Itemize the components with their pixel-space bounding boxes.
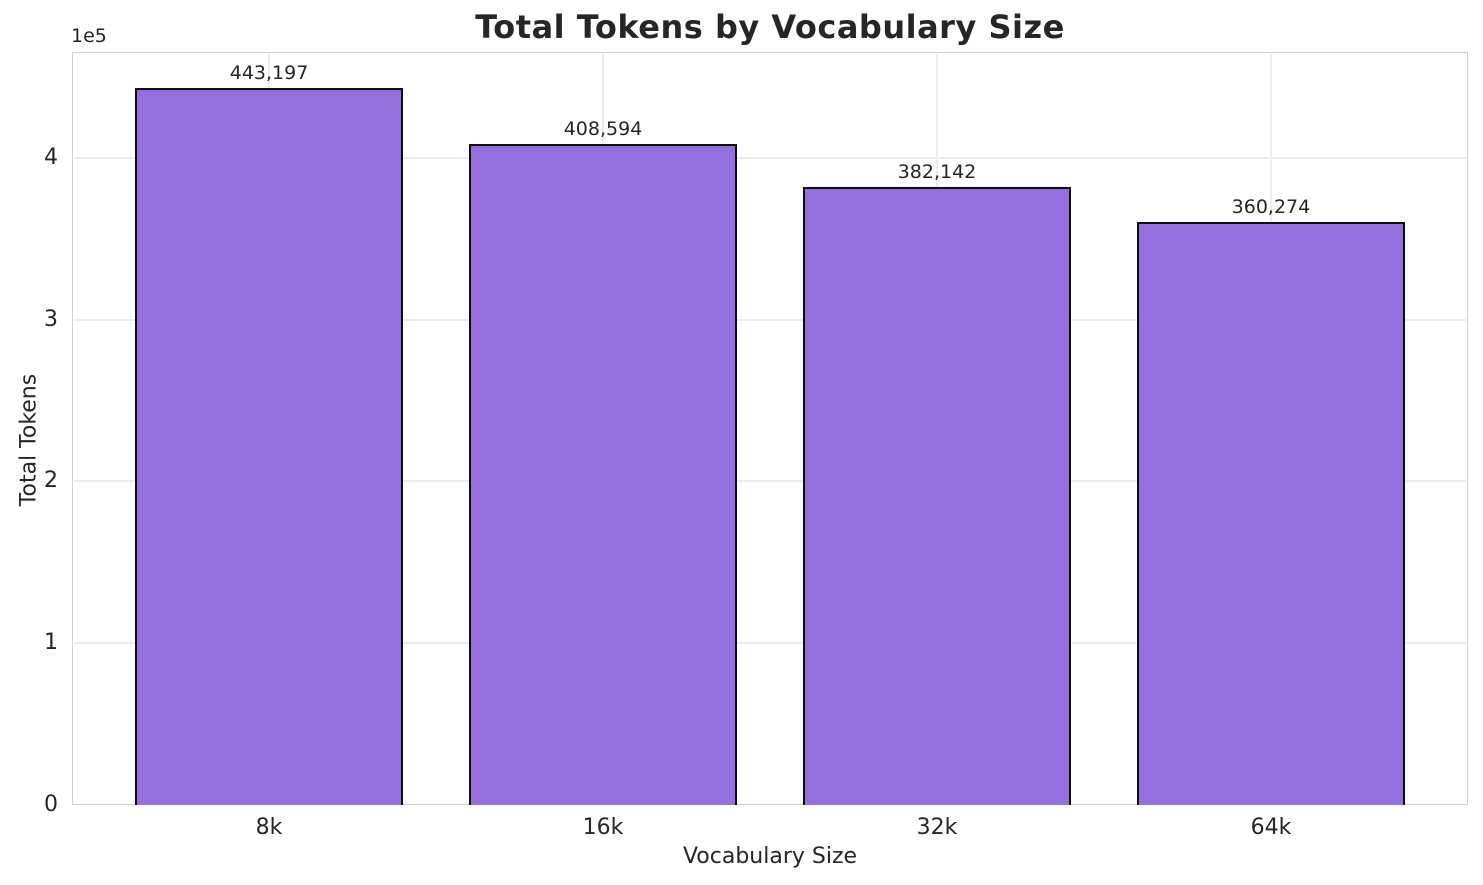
chart-title: Total Tokens by Vocabulary Size [475, 8, 1065, 46]
bar-value-label: 408,594 [563, 117, 643, 140]
bar-16k [469, 143, 737, 805]
y-axis-label: Total Tokens [16, 373, 42, 507]
bar-64k [1137, 222, 1405, 805]
x-tick-label: 8k [255, 815, 283, 840]
x-tick-label: 32k [916, 815, 958, 840]
grid-line-horizontal [74, 480, 1466, 483]
grid-line-horizontal [74, 156, 1466, 159]
y-tick-label: 4 [44, 144, 58, 170]
grid-line-horizontal [74, 318, 1466, 321]
bar-value-label: 360,274 [1231, 196, 1311, 219]
y-tick-label: 1 [44, 630, 58, 656]
x-tick-label: 16k [582, 815, 624, 840]
bar-value-label: 382,142 [897, 160, 977, 183]
y-tick-label: 3 [44, 306, 58, 332]
bar-32k [803, 186, 1071, 805]
x-tick-label: 64k [1250, 815, 1292, 840]
bar-8k [135, 87, 403, 805]
y-tick-label: 2 [44, 468, 58, 494]
grid-line-horizontal [74, 642, 1466, 645]
y-tick-label: 0 [44, 792, 58, 817]
x-axis-label: Vocabulary Size [682, 844, 858, 869]
y-axis-offset-label: 1e5 [71, 25, 107, 47]
bar-value-label: 443,197 [229, 61, 309, 84]
